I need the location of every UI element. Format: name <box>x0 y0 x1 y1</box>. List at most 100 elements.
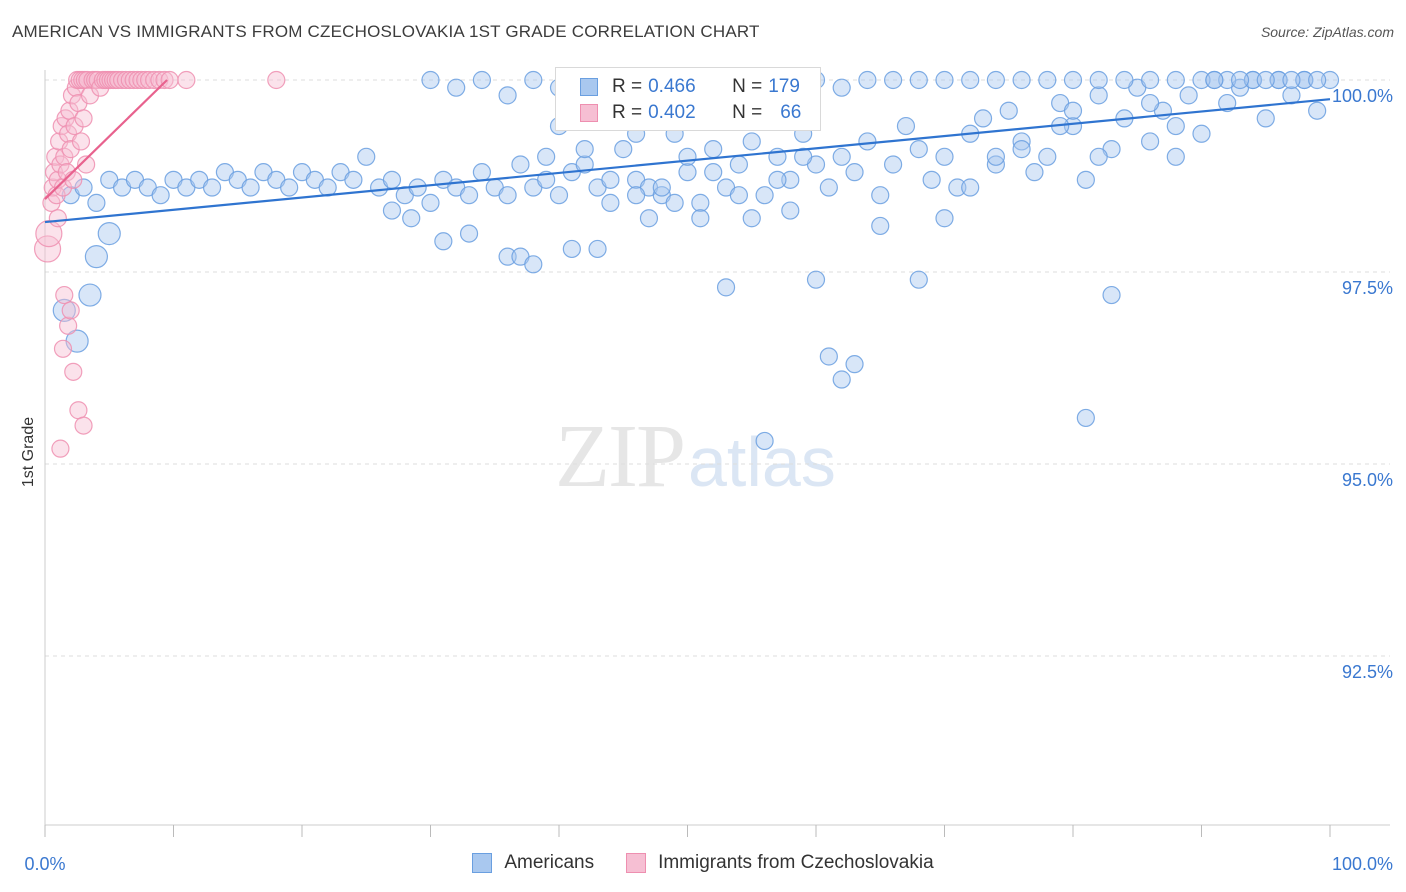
american-point <box>999 101 1018 120</box>
american-point <box>1038 147 1057 166</box>
american-point <box>151 186 170 205</box>
american-point <box>986 155 1006 174</box>
american-point <box>845 163 864 182</box>
series-swatch-czechoslovakia <box>626 853 647 873</box>
american-point <box>447 78 466 97</box>
american-point <box>614 140 633 159</box>
american-point <box>575 155 594 174</box>
american-point <box>1089 147 1108 166</box>
american-point <box>78 283 102 307</box>
czech-point <box>55 285 74 305</box>
czech-point <box>35 220 63 248</box>
american-point <box>652 178 671 197</box>
american-point <box>421 193 440 212</box>
american-point <box>832 78 851 97</box>
american-point <box>871 186 890 205</box>
czech-point <box>61 301 80 320</box>
american-point <box>601 170 620 189</box>
american-point <box>472 163 491 182</box>
american-point <box>511 155 530 174</box>
american-point <box>1230 70 1250 90</box>
american-point <box>382 170 402 189</box>
american-point <box>1012 70 1031 90</box>
czech-point <box>53 339 73 358</box>
american-point <box>1205 70 1224 90</box>
series-swatch-americans <box>472 853 493 873</box>
x-tick-label: 100.0% <box>1332 854 1393 874</box>
czech-point <box>53 178 73 197</box>
american-point <box>1269 70 1288 90</box>
legend-swatch-czechoslovakia <box>580 104 598 122</box>
american-point <box>498 186 517 205</box>
american-point <box>87 193 106 212</box>
american-point <box>909 270 928 289</box>
american-point <box>472 70 491 90</box>
czech-point <box>139 70 159 90</box>
american-point <box>935 147 954 166</box>
american-point <box>742 132 761 151</box>
american-point <box>729 186 749 205</box>
american-point <box>344 170 363 189</box>
american-point <box>421 70 440 90</box>
american-point <box>948 178 967 197</box>
american-point <box>961 178 980 197</box>
american-point <box>755 186 774 205</box>
american-point <box>241 178 260 197</box>
american-point <box>524 70 543 90</box>
american-point <box>601 193 620 212</box>
american-point <box>1140 70 1160 90</box>
american-point <box>1243 70 1263 90</box>
czech-point <box>71 132 91 151</box>
czech-point <box>267 70 286 90</box>
czech-point <box>69 401 88 420</box>
american-point <box>1256 70 1275 90</box>
american-point <box>845 355 864 374</box>
american-point <box>704 140 723 159</box>
american-point <box>1025 163 1044 182</box>
american-point <box>1140 132 1160 151</box>
american-point <box>909 140 928 159</box>
american-point <box>768 170 787 189</box>
czech-trend-line <box>44 79 168 200</box>
legend-swatch-americans <box>580 78 598 96</box>
american-point <box>678 163 697 182</box>
american-point <box>588 239 607 259</box>
american-point <box>922 170 941 189</box>
american-point <box>961 70 980 90</box>
czech-point <box>59 316 78 335</box>
american-point <box>819 178 838 197</box>
american-point <box>97 222 121 246</box>
y-axis-label: 1st Grade <box>20 416 37 488</box>
series-legend: Americans Immigrants from Czechoslovakia <box>0 852 1406 874</box>
source-label: Source: ZipAtlas.com <box>1260 24 1394 40</box>
american-point <box>806 270 826 289</box>
american-point <box>562 239 581 259</box>
american-point <box>1102 285 1121 305</box>
series-legend-czechoslovakia[interactable]: Immigrants from Czechoslovakia <box>626 852 934 874</box>
american-point <box>1166 147 1185 166</box>
american-point <box>1179 86 1198 105</box>
american-point <box>626 186 646 205</box>
american-point <box>691 209 710 228</box>
american-point <box>704 163 723 182</box>
american-point <box>1063 116 1083 136</box>
legend-row-americans: R = 0.466 N = 179 <box>580 76 800 98</box>
czech-point <box>160 70 179 90</box>
american-point <box>691 193 710 212</box>
czech-point <box>33 235 62 263</box>
watermark-atlas: atlas <box>688 423 836 501</box>
american-point <box>781 201 800 220</box>
american-point <box>1038 70 1057 90</box>
american-point <box>1063 101 1083 120</box>
american-point <box>871 216 890 236</box>
american-point <box>896 116 916 136</box>
czech-point <box>74 109 93 128</box>
series-legend-americans[interactable]: Americans <box>472 852 594 874</box>
czech-point <box>51 439 70 458</box>
czech-point <box>77 155 96 174</box>
american-point <box>973 109 993 128</box>
american-point <box>1140 93 1160 113</box>
american-point <box>1089 86 1108 105</box>
american-point <box>1012 132 1031 151</box>
